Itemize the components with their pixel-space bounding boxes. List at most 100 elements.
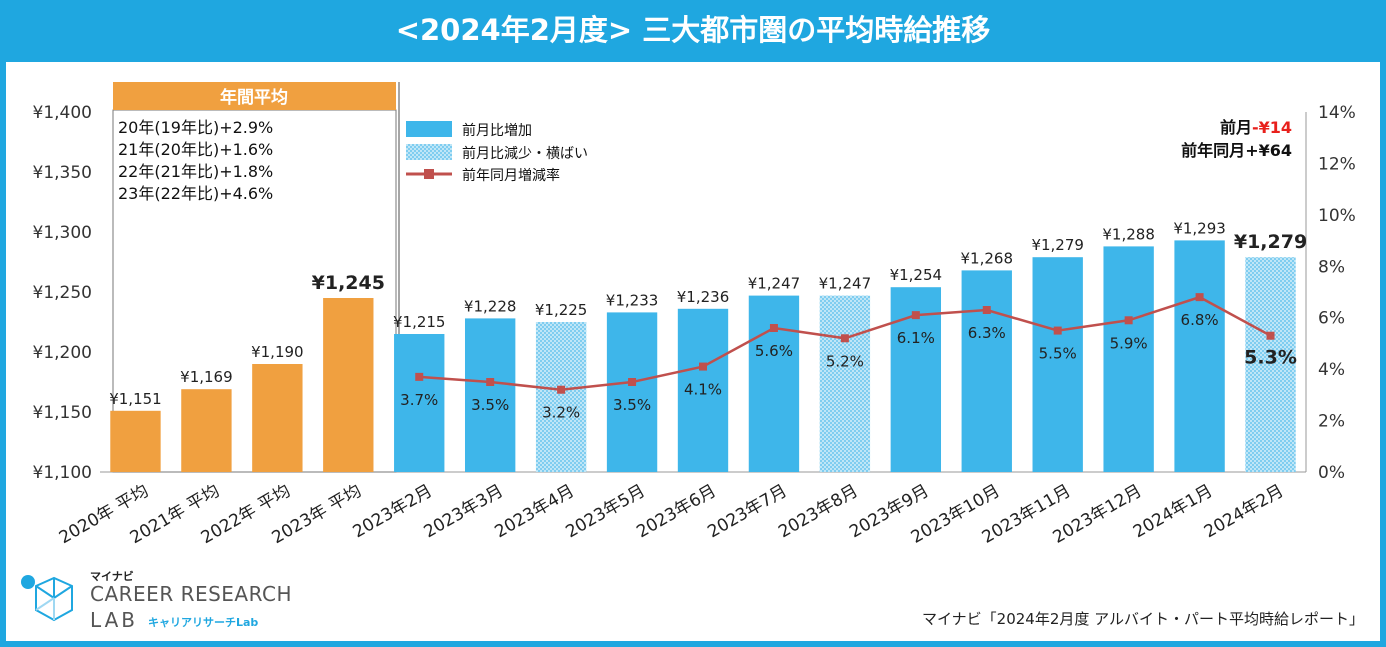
yoy-rate-label: 5.6% bbox=[755, 342, 793, 360]
legend-decrease-label: 前月比減少・横ばい bbox=[462, 145, 588, 162]
legend-increase-swatch bbox=[406, 121, 452, 137]
bar bbox=[961, 270, 1012, 472]
bar bbox=[606, 312, 658, 472]
summary-prev-month-value: -¥14 bbox=[1252, 118, 1292, 137]
bar bbox=[252, 364, 303, 472]
logo-line1: CAREER RESEARCH bbox=[90, 582, 293, 606]
yoy-rate-point bbox=[1266, 331, 1275, 340]
summary-prev-month-label: 前月 bbox=[1220, 118, 1252, 137]
y-tick-label: ¥1,100 bbox=[33, 463, 92, 483]
y2-tick-label: 12% bbox=[1318, 154, 1356, 174]
yoy-rate-point bbox=[1053, 326, 1062, 335]
bar-value-label: ¥1,268 bbox=[961, 249, 1014, 267]
y-tick-label: ¥1,200 bbox=[33, 343, 92, 363]
yoy-rate-label: 6.3% bbox=[968, 324, 1006, 342]
bar-value-label: ¥1,247 bbox=[819, 275, 872, 293]
summary-prev-month: 前月-¥14 bbox=[1220, 118, 1292, 137]
legend-line-marker bbox=[424, 169, 434, 179]
bar-value-label: ¥1,233 bbox=[606, 291, 659, 309]
yoy-rate-label: 5.5% bbox=[1039, 345, 1077, 363]
bar-value-label: ¥1,247 bbox=[748, 275, 801, 293]
y-tick-label: ¥1,350 bbox=[33, 163, 92, 183]
bar-value-label: ¥1,225 bbox=[535, 301, 588, 319]
y2-tick-label: 10% bbox=[1318, 206, 1356, 226]
bar-value-label: ¥1,215 bbox=[393, 313, 446, 331]
y-tick-label: ¥1,400 bbox=[33, 103, 92, 123]
yoy-rate-point bbox=[699, 362, 707, 371]
yoy-rate-label: 3.5% bbox=[613, 396, 651, 414]
yoy-rate-point bbox=[415, 372, 424, 381]
bar bbox=[819, 295, 871, 472]
annual-header-bg bbox=[113, 82, 396, 110]
bar bbox=[181, 389, 232, 472]
bar-value-label: ¥1,279 bbox=[1234, 231, 1307, 253]
annual-line-1: 20年(19年比)+2.9% bbox=[118, 118, 273, 137]
bar bbox=[323, 298, 374, 472]
bar-value-label: ¥1,190 bbox=[251, 343, 304, 361]
logo-line2: LAB bbox=[90, 608, 139, 632]
bar bbox=[535, 322, 587, 472]
bar-value-label: ¥1,228 bbox=[464, 297, 517, 315]
y2-tick-label: 4% bbox=[1318, 360, 1345, 380]
summary-prev-year: 前年同月+¥64 bbox=[1181, 141, 1292, 160]
yoy-rate-point bbox=[1124, 316, 1133, 325]
bar-value-label: ¥1,151 bbox=[109, 390, 162, 408]
y-tick-label: ¥1,300 bbox=[33, 223, 92, 243]
bar bbox=[110, 410, 161, 472]
y-tick-label: ¥1,250 bbox=[33, 283, 92, 303]
y2-tick-label: 8% bbox=[1318, 257, 1345, 277]
x-tick-label: 2023年2月 bbox=[350, 481, 436, 542]
logo-small: マイナビ bbox=[90, 570, 134, 583]
bar-value-label: ¥1,245 bbox=[312, 272, 385, 294]
annual-header: 年間平均 bbox=[220, 87, 288, 108]
annual-line-2: 21年(20年比)+1.6% bbox=[118, 140, 273, 159]
legend-increase-label: 前月比増加 bbox=[462, 122, 532, 139]
y2-tick-label: 6% bbox=[1318, 309, 1345, 329]
bar bbox=[464, 318, 516, 472]
y2-tick-label: 14% bbox=[1318, 103, 1356, 123]
yoy-rate-point bbox=[769, 324, 778, 332]
legend-line-label: 前年同月増減率 bbox=[462, 167, 560, 184]
bar bbox=[1032, 257, 1083, 472]
bar bbox=[394, 334, 445, 472]
logo-sub: キャリアリサーチLab bbox=[148, 616, 259, 629]
y2-tick-label: 2% bbox=[1318, 412, 1345, 432]
legend-decrease-swatch bbox=[406, 144, 452, 160]
source-credit: マイナビ「2024年2月度 アルバイト・パート平均時給レポート」 bbox=[921, 610, 1364, 628]
career-research-lab-logo: マイナビ CAREER RESEARCH LAB キャリアリサーチLab bbox=[18, 568, 318, 638]
chart-title: <2024年2月度> 三大都市圏の平均時給推移 bbox=[0, 0, 1386, 62]
x-tick-label: 2023年4月 bbox=[492, 481, 578, 542]
yoy-rate-label: 6.1% bbox=[897, 329, 935, 347]
x-tick-label: 2023年7月 bbox=[704, 481, 790, 542]
yoy-rate-point bbox=[486, 378, 495, 386]
y2-tick-label: 0% bbox=[1318, 463, 1345, 483]
yoy-rate-label: 3.7% bbox=[400, 391, 438, 409]
x-tick-label: 2023年3月 bbox=[421, 481, 507, 542]
bar-value-label: ¥1,169 bbox=[180, 368, 233, 386]
yoy-rate-point bbox=[982, 306, 991, 314]
logo-cube-icon bbox=[21, 575, 73, 622]
summary-prev-year-label: 前年同月 bbox=[1181, 141, 1245, 160]
bar bbox=[1103, 246, 1154, 472]
yoy-rate-label: 6.8% bbox=[1181, 311, 1219, 329]
bar bbox=[1245, 257, 1296, 472]
bar-value-label: ¥1,254 bbox=[890, 266, 943, 284]
bar-value-label: ¥1,288 bbox=[1102, 225, 1155, 243]
bar bbox=[748, 295, 800, 472]
x-tick-label: 2023年6月 bbox=[633, 481, 719, 542]
yoy-rate-point bbox=[628, 378, 637, 386]
yoy-rate-label: 5.3% bbox=[1244, 347, 1297, 369]
x-tick-label: 2024年2月 bbox=[1201, 481, 1287, 542]
y-tick-label: ¥1,150 bbox=[33, 403, 92, 423]
yoy-rate-point bbox=[1195, 293, 1204, 302]
yoy-rate-point bbox=[840, 334, 849, 343]
summary-prev-year-value: +¥64 bbox=[1245, 141, 1292, 160]
bar-value-label: ¥1,279 bbox=[1031, 236, 1084, 254]
bar-value-label: ¥1,236 bbox=[677, 288, 730, 306]
yoy-rate-label: 5.2% bbox=[826, 352, 864, 370]
bar bbox=[1174, 240, 1225, 472]
yoy-rate-label: 3.5% bbox=[471, 396, 509, 414]
yoy-rate-label: 4.1% bbox=[684, 381, 722, 399]
bar bbox=[677, 308, 729, 472]
